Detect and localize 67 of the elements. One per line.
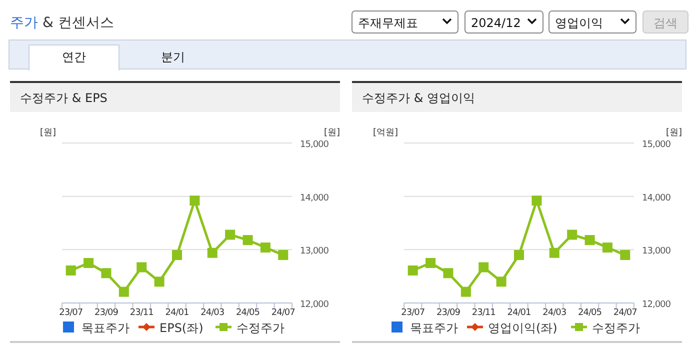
x-tick-label: 24/01 [165,308,189,318]
point [514,250,524,260]
point [567,230,578,240]
point [84,258,94,268]
x-tick-label: 24/03 [542,308,566,318]
text: 주가 & 컨센서스 [10,15,114,31]
y2-tick-label: 12,000 [642,300,672,310]
x-tick-label: 23/07 [401,308,425,318]
text: 검색 [654,16,678,30]
y2-tick-label: 14,000 [300,193,330,204]
y2-tick-label: 14,000 [642,193,672,204]
point [620,250,630,260]
y2-tick-label: 15,000 [300,140,330,150]
y2-tick-label: 12,000 [300,300,330,310]
point [602,242,612,253]
legend-label: 수정주가 [236,321,284,335]
point [225,230,236,240]
y-axis-title: [원] [40,128,56,138]
legend-label: 목표주가 [410,321,458,335]
y2-tick-label: 13,000 [300,246,330,257]
point [242,235,253,246]
point [154,276,164,287]
point [260,242,270,253]
text: 2024/12 [471,16,521,30]
y2-axis-title: [원] [324,128,340,138]
chart-title: 수정주가 & EPS [20,91,108,105]
point [172,250,182,260]
y2-axis-title: [원] [666,128,682,138]
x-tick-label: 24/01 [507,308,531,318]
point [66,265,76,276]
legend-label: EPS(좌) [160,321,204,335]
text: 영업이익 [555,16,603,30]
x-tick-label: 24/05 [236,308,260,318]
point [118,286,129,297]
x-tick-label: 24/07 [613,308,637,318]
x-tick-label: 23/11 [472,308,496,318]
y-axis-title: [억원] [372,128,398,138]
point [443,268,454,278]
chart-title: 수정주가 & 영업이익 [362,91,475,105]
point [496,276,506,287]
x-tick-label: 24/07 [271,308,295,318]
point [207,248,218,258]
point [190,196,200,206]
legend-label: 영업이익(좌) [488,321,558,335]
point [408,265,418,276]
x-tick-label: 23/11 [130,308,154,318]
text: 주재무제표 [358,16,418,30]
legend-label: 목표주가 [82,321,130,335]
point [426,258,436,268]
x-tick-label: 24/03 [200,308,224,318]
x-tick-label: 24/05 [578,308,602,318]
text: 연간 [62,50,86,64]
point [136,262,147,272]
text: 분기 [161,50,185,64]
x-tick-label: 23/09 [94,308,119,318]
y2-tick-label: 15,000 [642,140,672,150]
point [584,235,595,246]
point [532,196,542,206]
x-tick-label: 23/09 [436,308,461,318]
point [460,286,471,297]
point [549,248,560,258]
point [101,268,112,278]
legend-label: 수정주가 [592,321,640,335]
point [478,262,489,272]
y2-tick-label: 13,000 [642,246,672,257]
point [278,250,288,260]
x-tick-label: 23/07 [59,308,83,318]
